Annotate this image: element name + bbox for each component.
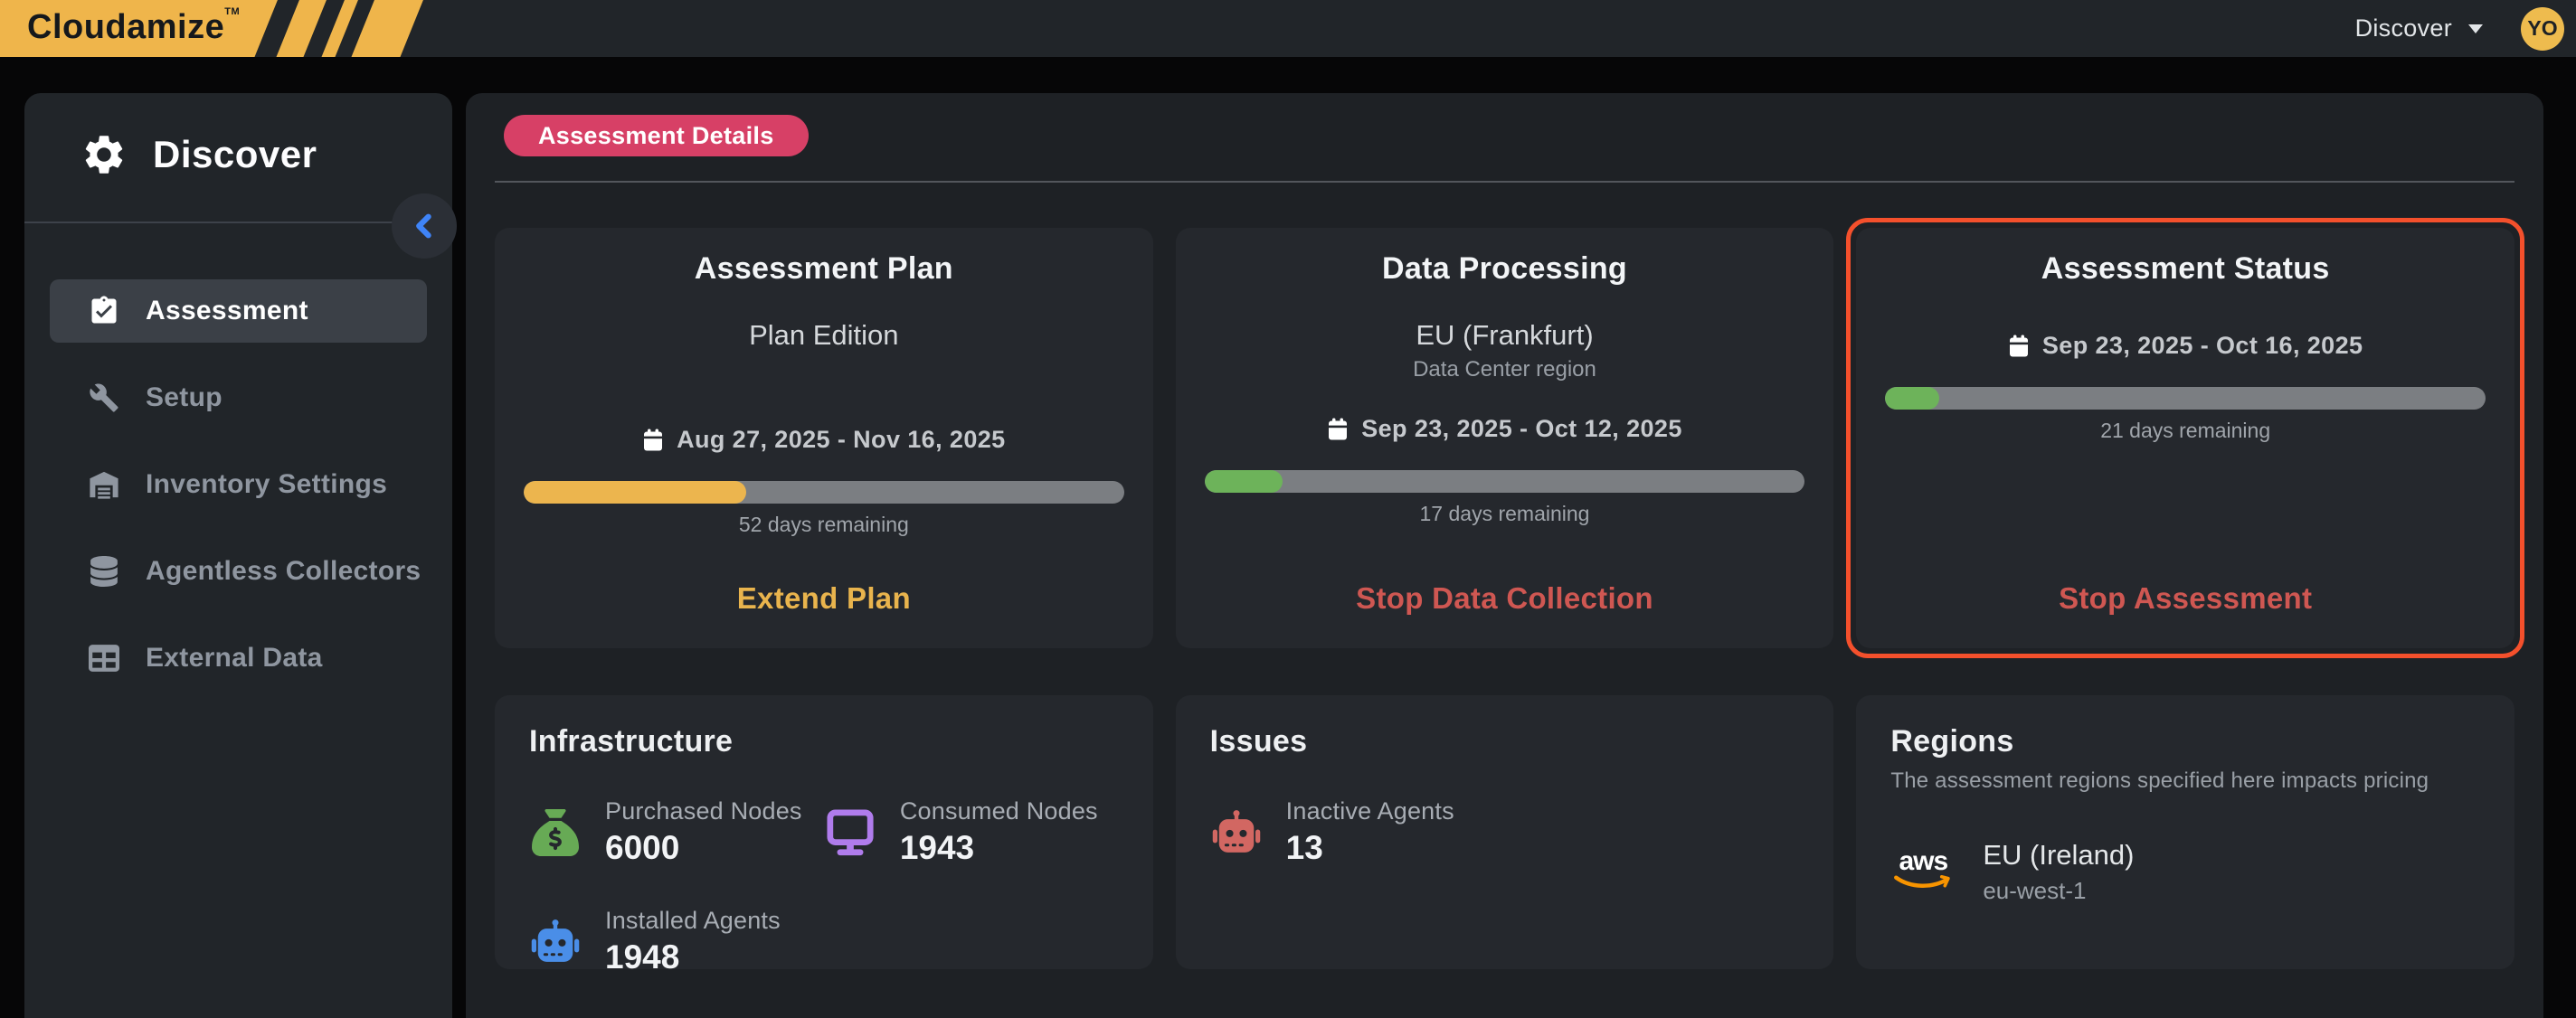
sidebar-header: Discover [24,93,452,178]
logo-stripe-1 [274,0,328,57]
date-range-text: Sep 23, 2025 - Oct 12, 2025 [1361,415,1682,442]
sidebar-divider [24,222,452,223]
processing-progress-bar [1204,470,1805,493]
sidebar-collapse-button[interactable] [392,193,457,259]
region-name: EU (Ireland) [1983,839,2135,871]
status-date-range: Sep 23, 2025 - Oct 16, 2025 [2008,332,2363,360]
clipboard-check-icon [86,295,122,327]
card-title: Assessment Status [2041,251,2330,286]
assessment-details-badge[interactable]: Assessment Details [504,115,809,156]
logo-stripe-3 [349,0,425,57]
stat-value: 13 [1285,829,1323,866]
purchased-nodes-stat: Purchased Nodes 6000 [529,797,824,867]
chevron-down-icon [2468,24,2483,33]
processing-date-range: Sep 23, 2025 - Oct 12, 2025 [1327,415,1682,443]
sidebar-item-assessment[interactable]: Assessment [50,279,427,343]
sidebar-item-agentless-collectors[interactable]: Agentless Collectors [50,540,427,603]
monitor-icon [824,808,876,857]
stat-value: 1943 [899,829,975,866]
card-title: Data Processing [1382,251,1627,286]
card-title: Regions [1890,724,2014,759]
extend-plan-button[interactable]: Extend Plan [736,581,911,615]
status-days-remaining: 21 days remaining [2100,419,2271,442]
stop-data-collection-button[interactable]: Stop Data Collection [1356,581,1653,615]
logo-wordmark: CloudamizeTM [27,5,241,46]
sidebar-item-inventory-settings[interactable]: Inventory Settings [50,453,427,516]
installed-agents-stat: Installed Agents 1948 [529,907,824,976]
plan-progress-fill [524,481,746,504]
sidebar-item-label: Setup [146,382,223,412]
page-background: Discover Assessment Setup [0,57,2576,1018]
region-code: eu-west-1 [1983,877,2087,904]
user-avatar[interactable]: YO [2521,6,2564,51]
sidebar-item-label: Agentless Collectors [146,556,421,586]
plan-progress-bar [524,481,1124,504]
top-bar: CloudamizeTM Discover YO [0,0,2576,57]
processing-progress-fill [1204,470,1283,493]
robot-icon [529,919,582,966]
assessment-status-card: Assessment Status Sep 23, 2025 - Oct 16,… [1846,218,2524,658]
calendar-icon [2009,335,2028,356]
card-title: Infrastructure [529,724,734,759]
cards-grid: Assessment Plan Plan Edition Aug 27, 202… [495,218,2524,976]
issues-stats: Inactive Agents 13 [1210,797,1800,867]
stat-value: 6000 [605,829,680,866]
aws-wordmark: aws [1899,846,1948,876]
card-title: Issues [1209,724,1308,759]
aws-logo-icon: aws [1890,848,1956,896]
sidebar-item-external-data[interactable]: External Data [50,627,427,690]
stat-label: Inactive Agents [1285,797,1454,825]
stat-value: 1948 [605,938,680,976]
regions-card: Regions The assessment regions specified… [1856,695,2514,969]
calendar-icon [1329,418,1348,439]
trademark-mark: TM [224,5,241,17]
cloudamize-logo: CloudamizeTM [0,0,434,57]
sidebar-item-label: Inventory Settings [146,469,388,499]
sidebar-item-label: Assessment [146,296,308,325]
stop-assessment-button[interactable]: Stop Assessment [2059,581,2313,615]
processing-region: EU (Frankfurt) [1416,319,1594,351]
plan-date-range: Aug 27, 2025 - Nov 16, 2025 [642,426,1006,454]
processing-days-remaining: 17 days remaining [1419,502,1590,525]
app-switcher-label: Discover [2354,14,2452,42]
chevron-left-icon [416,213,431,239]
robot-icon [1210,809,1263,856]
consumed-nodes-stat: Consumed Nodes 1943 [824,797,1119,867]
main-panel: Assessment Details Assessment Plan Plan … [466,93,2543,1018]
date-range-text: Aug 27, 2025 - Nov 16, 2025 [677,426,1006,453]
status-progress-bar [1885,387,2486,410]
content-divider [495,181,2514,183]
sidebar-item-setup[interactable]: Setup [50,366,427,429]
stat-label: Installed Agents [605,907,781,934]
plan-edition-label: Plan Edition [749,319,899,351]
issues-card: Issues Inactive Agents 13 [1175,695,1834,969]
processing-region-caption: Data Center region [1413,357,1596,382]
infrastructure-stats: Purchased Nodes 6000 Consumed Nodes 1943 [529,797,1119,976]
tools-icon [86,382,122,413]
card-title: Assessment Plan [694,251,953,286]
infrastructure-card: Infrastructure Purchased Nodes 6000 [495,695,1153,976]
data-processing-card: Data Processing EU (Frankfurt) Data Cent… [1175,228,1834,648]
calendar-icon [644,429,663,450]
gear-icon [80,131,128,178]
sidebar-nav: Assessment Setup Inventory Settings Agen… [24,279,452,690]
inactive-agents-stat: Inactive Agents 13 [1210,797,1505,867]
database-icon [86,556,122,587]
warehouse-icon [86,469,122,500]
app-switcher-dropdown[interactable]: Discover [2355,14,2483,42]
stat-label: Consumed Nodes [899,797,1098,825]
money-bag-icon [529,807,582,858]
regions-subtitle: The assessment regions specified here im… [1890,768,2429,793]
assessment-plan-card: Assessment Plan Plan Edition Aug 27, 202… [495,228,1153,648]
region-entry: aws EU (Ireland) eu-west-1 [1890,839,2480,905]
date-range-text: Sep 23, 2025 - Oct 16, 2025 [2041,332,2363,359]
plan-days-remaining: 52 days remaining [738,513,909,536]
status-progress-fill [1885,387,1940,410]
stat-label: Purchased Nodes [605,797,802,825]
sidebar-title: Discover [153,133,317,175]
sidebar: Discover Assessment Setup [24,93,457,1018]
sidebar-item-label: External Data [146,643,323,673]
table-icon [86,643,122,674]
